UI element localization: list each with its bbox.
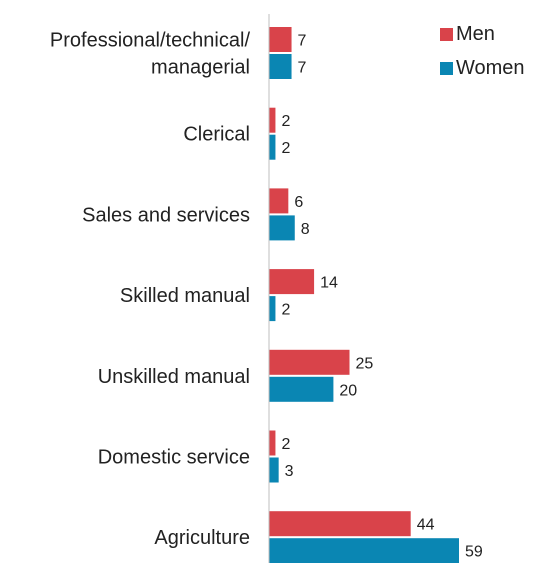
- value-label-women-skilled-manual: 2: [281, 302, 290, 319]
- bar-women-domestic-service: [269, 457, 279, 483]
- value-label-women-sales-and-services: 8: [301, 221, 310, 238]
- category-label-line: Clerical: [183, 124, 250, 146]
- category-label-sales-and-services: Sales and services: [82, 204, 250, 226]
- category-label-professional-technical-managerial: Professional/technical/managerial: [50, 30, 251, 79]
- legend: Men Women: [440, 23, 525, 79]
- category-label-line: Sales and services: [82, 204, 250, 226]
- category-label-line: managerial: [151, 57, 250, 79]
- category-label-domestic-service: Domestic service: [98, 447, 250, 469]
- category-label-line: Professional/technical/: [50, 30, 251, 52]
- bar-men-skilled-manual: [269, 269, 315, 295]
- bars-layer: [269, 27, 459, 563]
- legend-label-men: Men: [456, 23, 495, 45]
- category-label-clerical: Clerical: [183, 124, 250, 146]
- category-label-line: Domestic service: [98, 447, 250, 469]
- category-labels: Professional/technical/managerial Clerica…: [50, 30, 251, 550]
- bar-women-agriculture: [269, 538, 459, 563]
- category-label-line: Skilled manual: [120, 285, 250, 307]
- category-label-skilled-manual: Skilled manual: [120, 285, 250, 307]
- value-label-men-sales-and-services: 6: [294, 194, 303, 211]
- bar-men-professional-technical-managerial: [269, 27, 292, 52]
- category-label-line: Agriculture: [154, 527, 250, 549]
- value-label-men-domestic-service: 2: [281, 436, 290, 453]
- legend-swatch-men: [440, 28, 453, 41]
- value-label-men-professional-technical-managerial: 7: [298, 33, 307, 50]
- value-label-men-unskilled-manual: 25: [356, 355, 374, 372]
- legend-label-women: Women: [456, 57, 525, 79]
- value-label-men-skilled-manual: 14: [320, 275, 338, 292]
- bar-women-sales-and-services: [269, 215, 295, 241]
- value-label-women-domestic-service: 3: [285, 463, 294, 480]
- bar-men-sales-and-services: [269, 188, 289, 214]
- bar-men-agriculture: [269, 511, 411, 537]
- bar-women-professional-technical-managerial: [269, 54, 292, 79]
- value-label-women-professional-technical-managerial: 7: [298, 60, 307, 77]
- bar-men-domestic-service: [269, 430, 276, 456]
- category-label-agriculture: Agriculture: [154, 527, 250, 549]
- value-labels: 7 7 2 2 6 8 14 2 25 20 2 3 44 59: [281, 33, 482, 561]
- value-label-women-agriculture: 59: [465, 544, 483, 561]
- value-label-men-clerical: 2: [281, 113, 290, 130]
- value-label-men-agriculture: 44: [417, 517, 435, 534]
- value-label-women-clerical: 2: [281, 140, 290, 157]
- category-label-line: Unskilled manual: [98, 366, 250, 388]
- bar-men-unskilled-manual: [269, 349, 350, 375]
- bar-men-clerical: [269, 107, 276, 133]
- bar-women-skilled-manual: [269, 296, 276, 322]
- value-label-women-unskilled-manual: 20: [339, 382, 357, 399]
- category-label-unskilled-manual: Unskilled manual: [98, 366, 250, 388]
- legend-swatch-women: [440, 62, 453, 75]
- bar-women-unskilled-manual: [269, 376, 334, 402]
- bar-women-clerical: [269, 134, 276, 160]
